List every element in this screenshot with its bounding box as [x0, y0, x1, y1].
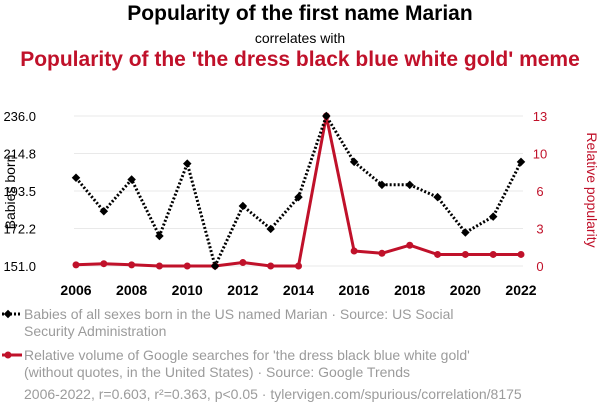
chart-title-secondary: Popularity of the 'the dress black blue …	[20, 48, 580, 71]
marker-marian	[238, 201, 248, 211]
left-tick-label: 236.0	[3, 109, 36, 124]
marker-marian	[294, 192, 303, 202]
legend-swatch-red-solid	[2, 351, 22, 359]
marker-dress-meme	[517, 250, 525, 258]
marker-marian	[127, 175, 136, 184]
series-markers	[71, 111, 526, 271]
marker-dress-meme	[72, 261, 80, 269]
marker-dress-meme	[350, 247, 358, 255]
x-tick-label: 2020	[450, 282, 481, 298]
right-tick-label: 6	[536, 184, 543, 199]
left-axis-label: Babies born	[2, 155, 18, 230]
right-tick-label: 13	[533, 109, 547, 124]
x-tick-label: 2016	[339, 282, 370, 298]
legend-label-marian: Babies of all sexes born in the US named…	[24, 306, 454, 339]
marker-dress-meme	[183, 262, 191, 270]
marker-marian	[461, 228, 470, 237]
footer-stats: 2006-2022, r=0.603, r²=0.363, p<0.05 · t…	[24, 386, 522, 402]
marker-dress-meme	[434, 250, 442, 258]
right-tick-label: 0	[536, 259, 543, 274]
chart-subtitle: correlates with	[254, 30, 346, 46]
marker-marian	[433, 192, 442, 202]
left-tick-label: 172.2	[3, 222, 36, 237]
legend-label-dress-meme: Relative volume of Google searches for '…	[24, 347, 470, 380]
marker-marian	[377, 180, 387, 190]
marker-marian	[183, 159, 192, 168]
marker-marian	[71, 173, 81, 183]
x-tick-label: 2010	[172, 282, 203, 298]
right-tick-label: 3	[536, 222, 543, 237]
legend-swatch-black-dotted	[2, 309, 22, 319]
right-tick-label: 10	[533, 147, 547, 162]
marker-dress-meme	[406, 241, 414, 249]
left-axis-ticks: 236.0 214.8 193.5 172.2 151.0	[3, 109, 36, 274]
x-tick-label: 2012	[227, 282, 258, 298]
marker-dress-meme	[239, 259, 247, 267]
x-tick-label: 2018	[394, 282, 425, 298]
marker-dress-meme	[295, 262, 302, 270]
marker-marian	[210, 261, 220, 271]
marker-marian	[322, 111, 331, 121]
x-tick-label: 2006	[60, 282, 91, 298]
x-tick-label: 2008	[116, 282, 147, 298]
x-tick-label: 2022	[505, 282, 536, 298]
marker-marian	[266, 224, 275, 234]
left-tick-label: 214.8	[3, 147, 36, 162]
marker-dress-meme	[461, 250, 469, 258]
marker-marian	[99, 207, 109, 216]
x-tick-label: 2014	[283, 282, 314, 298]
right-axis-label: Relative popularity	[584, 132, 600, 247]
left-tick-label: 193.5	[3, 184, 36, 199]
marker-dress-meme	[489, 250, 497, 258]
marker-dress-meme	[128, 261, 136, 269]
left-tick-label: 151.0	[3, 259, 36, 274]
x-axis-ticks: 2006 2008 2010 2012 2014 2016 2018 2020 2022	[60, 282, 536, 298]
right-axis-ticks: 13 10 6 3 0	[533, 109, 547, 274]
chart-title: Popularity of the first name Marian	[127, 2, 473, 25]
marker-dress-meme	[378, 249, 386, 257]
marker-dress-meme	[100, 260, 108, 268]
marker-marian	[155, 231, 164, 241]
marker-dress-meme	[267, 262, 275, 270]
marker-marian	[488, 212, 498, 221]
grid-lines	[74, 115, 523, 267]
marker-marian	[349, 157, 359, 167]
marker-marian	[405, 180, 414, 190]
marker-dress-meme	[155, 262, 163, 270]
